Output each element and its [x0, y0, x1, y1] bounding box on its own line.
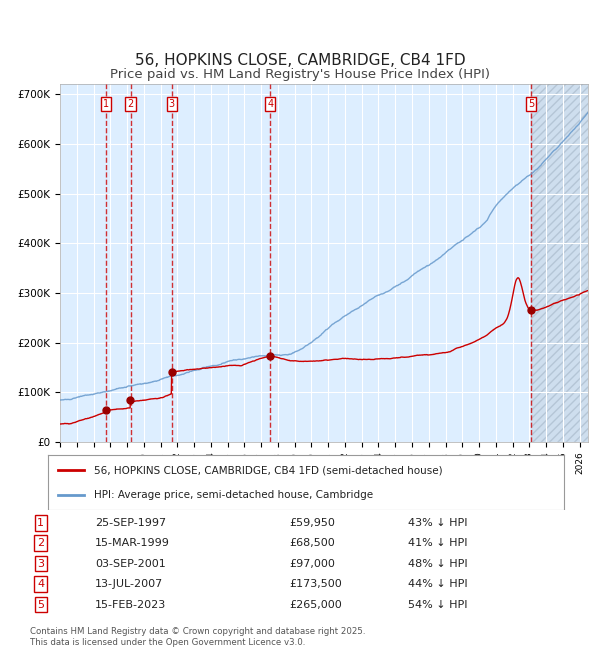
Text: £68,500: £68,500: [289, 538, 335, 548]
Text: 54% ↓ HPI: 54% ↓ HPI: [408, 600, 467, 610]
Text: 5: 5: [37, 600, 44, 610]
Text: 25-SEP-1997: 25-SEP-1997: [95, 518, 166, 528]
Text: 56, HOPKINS CLOSE, CAMBRIDGE, CB4 1FD: 56, HOPKINS CLOSE, CAMBRIDGE, CB4 1FD: [134, 53, 466, 68]
Text: 56, HOPKINS CLOSE, CAMBRIDGE, CB4 1FD (semi-detached house): 56, HOPKINS CLOSE, CAMBRIDGE, CB4 1FD (s…: [94, 465, 443, 475]
Text: £265,000: £265,000: [289, 600, 342, 610]
Text: Price paid vs. HM Land Registry's House Price Index (HPI): Price paid vs. HM Land Registry's House …: [110, 68, 490, 81]
Text: 44% ↓ HPI: 44% ↓ HPI: [408, 579, 467, 589]
Text: 15-MAR-1999: 15-MAR-1999: [95, 538, 170, 548]
Text: 2: 2: [37, 538, 44, 548]
Text: 4: 4: [37, 579, 44, 589]
Text: 43% ↓ HPI: 43% ↓ HPI: [408, 518, 467, 528]
Text: 1: 1: [37, 518, 44, 528]
Text: 13-JUL-2007: 13-JUL-2007: [95, 579, 163, 589]
Text: 48% ↓ HPI: 48% ↓ HPI: [408, 559, 467, 569]
Text: 1: 1: [103, 99, 109, 109]
Text: 2: 2: [127, 99, 134, 109]
Text: 3: 3: [37, 559, 44, 569]
Text: 03-SEP-2001: 03-SEP-2001: [95, 559, 166, 569]
Text: HPI: Average price, semi-detached house, Cambridge: HPI: Average price, semi-detached house,…: [94, 490, 374, 500]
Bar: [532, 84, 588, 442]
Text: 5: 5: [528, 99, 535, 109]
Text: Contains HM Land Registry data © Crown copyright and database right 2025.
This d: Contains HM Land Registry data © Crown c…: [30, 627, 365, 647]
Text: £59,950: £59,950: [289, 518, 335, 528]
Text: 4: 4: [267, 99, 273, 109]
Text: 3: 3: [169, 99, 175, 109]
Text: 41% ↓ HPI: 41% ↓ HPI: [408, 538, 467, 548]
Text: 15-FEB-2023: 15-FEB-2023: [95, 600, 166, 610]
Text: £97,000: £97,000: [289, 559, 335, 569]
Text: £173,500: £173,500: [289, 579, 342, 589]
